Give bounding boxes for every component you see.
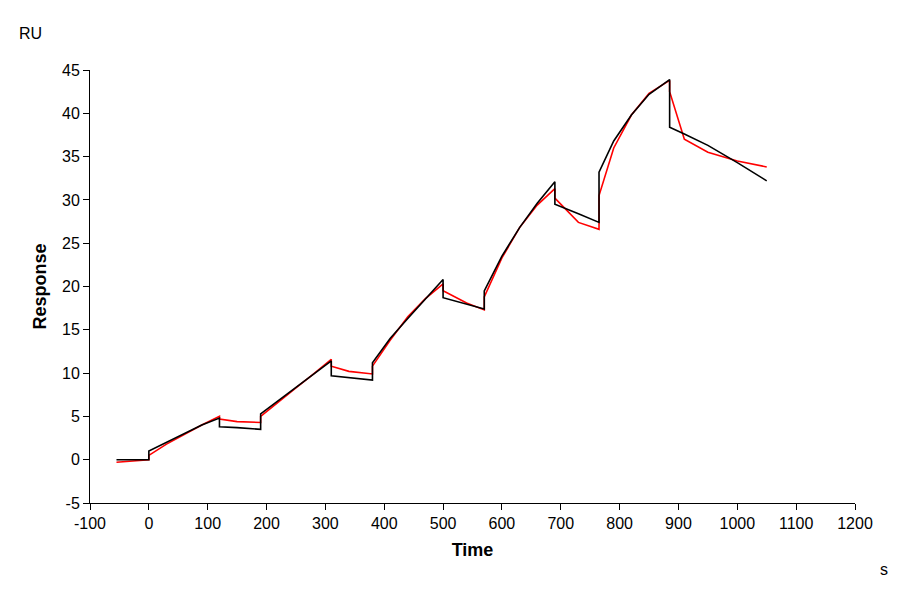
- svg-text:40: 40: [62, 105, 80, 122]
- svg-text:Response: Response: [30, 243, 50, 329]
- svg-text:600: 600: [489, 515, 516, 532]
- svg-text:0: 0: [144, 515, 153, 532]
- svg-text:Time: Time: [452, 540, 494, 560]
- svg-text:15: 15: [62, 321, 80, 338]
- svg-text:0: 0: [71, 451, 80, 468]
- svg-text:35: 35: [62, 148, 80, 165]
- svg-text:500: 500: [430, 515, 457, 532]
- svg-text:30: 30: [62, 192, 80, 209]
- svg-text:-5: -5: [66, 495, 80, 512]
- svg-text:400: 400: [371, 515, 398, 532]
- svg-text:RU: RU: [19, 25, 42, 42]
- svg-text:1000: 1000: [720, 515, 756, 532]
- svg-text:10: 10: [62, 365, 80, 382]
- svg-text:-100: -100: [74, 515, 106, 532]
- svg-text:1200: 1200: [837, 515, 873, 532]
- svg-text:800: 800: [606, 515, 633, 532]
- svg-text:45: 45: [62, 62, 80, 79]
- svg-text:20: 20: [62, 278, 80, 295]
- svg-text:25: 25: [62, 235, 80, 252]
- svg-text:100: 100: [194, 515, 221, 532]
- svg-text:200: 200: [253, 515, 280, 532]
- svg-text:700: 700: [547, 515, 574, 532]
- svg-text:5: 5: [71, 408, 80, 425]
- svg-text:1100: 1100: [779, 515, 814, 532]
- svg-text:300: 300: [312, 515, 339, 532]
- svg-text:s: s: [880, 561, 888, 578]
- svg-text:900: 900: [665, 515, 692, 532]
